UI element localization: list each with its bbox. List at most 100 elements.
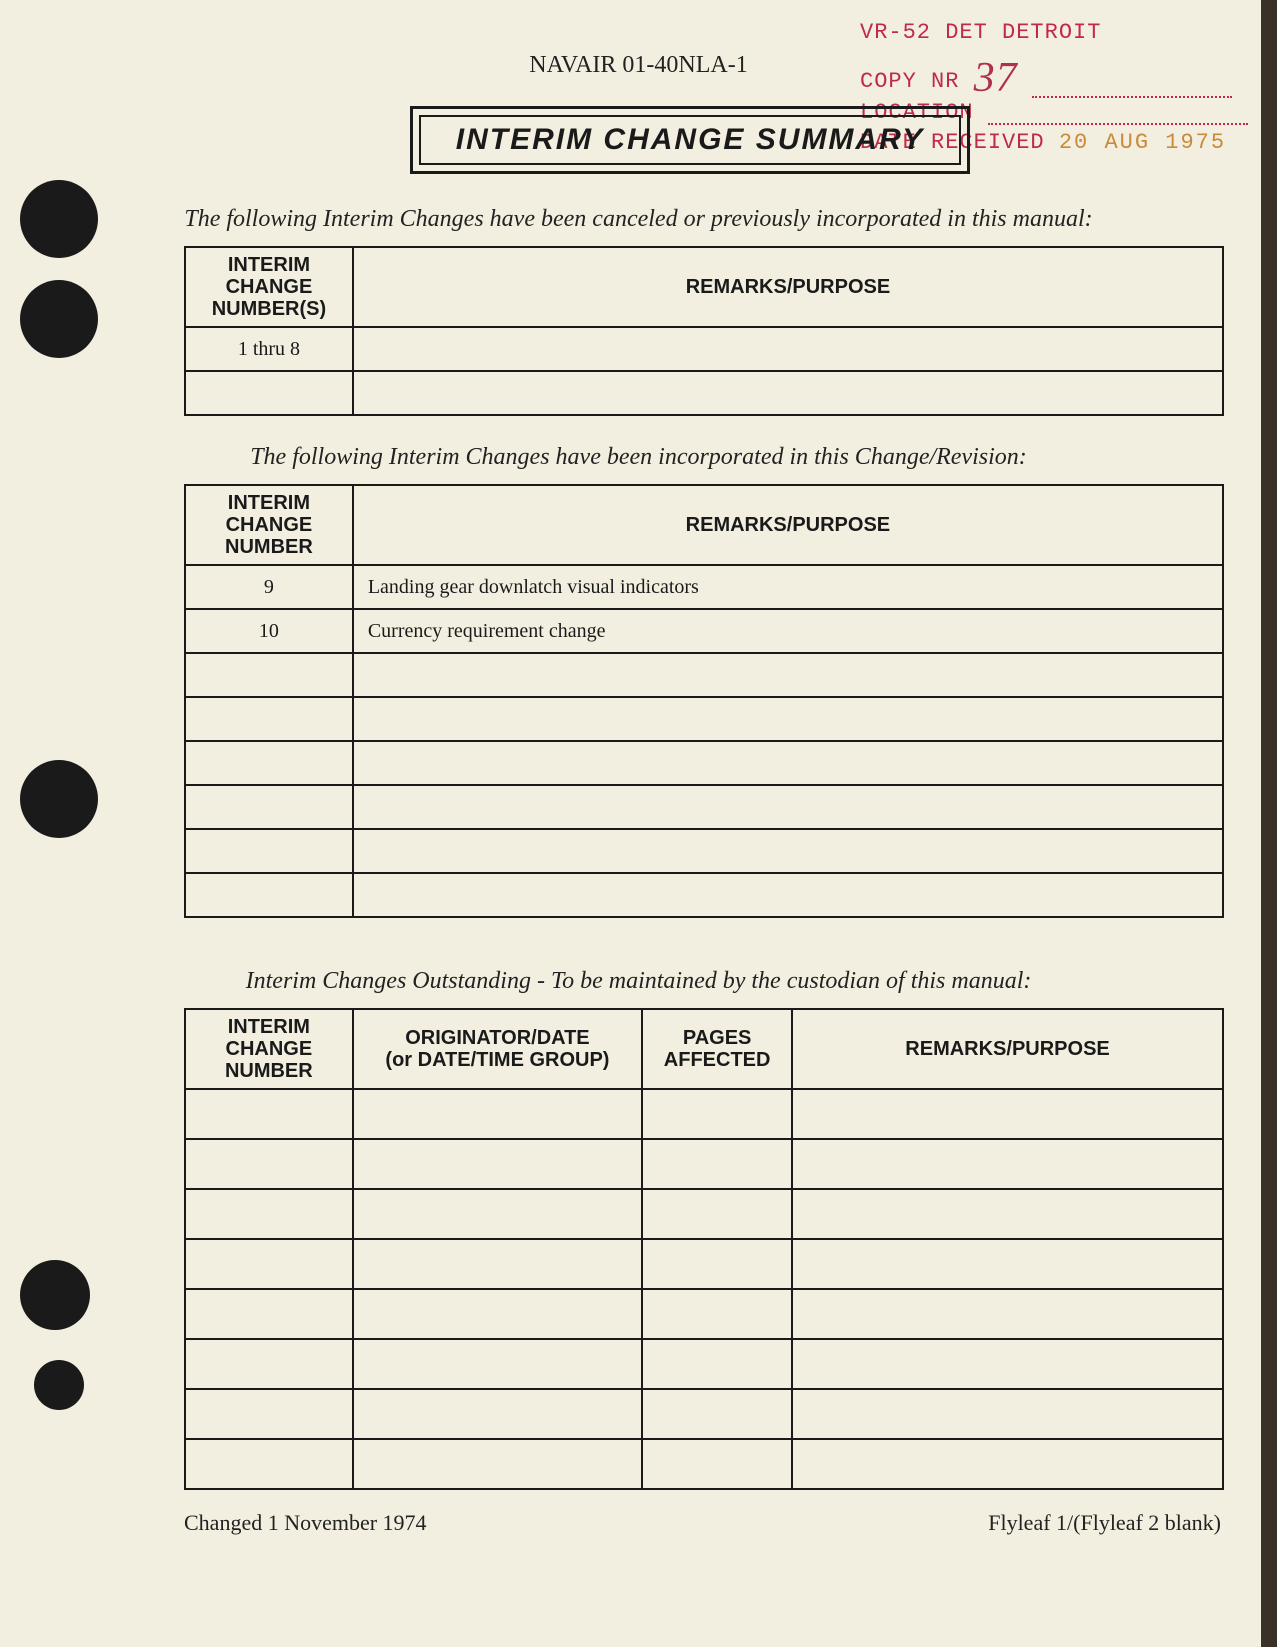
cell-remarks: Currency requirement change: [353, 609, 1223, 653]
table-row: [185, 371, 1223, 415]
cell: [353, 1389, 643, 1439]
cell: [642, 1139, 792, 1189]
col-header-number: INTERIMCHANGENUMBER(S): [185, 247, 353, 327]
table-row: [185, 653, 1223, 697]
page-title: INTERIM CHANGE SUMMARY: [456, 123, 924, 156]
title-box-inner: INTERIM CHANGE SUMMARY: [419, 115, 961, 165]
table-row: [185, 873, 1223, 917]
cell: [642, 1439, 792, 1489]
table-row: [185, 1189, 1223, 1239]
cell-number: [185, 653, 353, 697]
cell: [792, 1089, 1223, 1139]
cell: [792, 1339, 1223, 1389]
table-row: [185, 741, 1223, 785]
cell: [792, 1389, 1223, 1439]
table-outstanding: INTERIMCHANGENUMBER ORIGINATOR/DATE(or D…: [184, 1008, 1224, 1490]
table-row: [185, 829, 1223, 873]
table-row: 10Currency requirement change: [185, 609, 1223, 653]
cell-number: 9: [185, 565, 353, 609]
stamp-unit: VR-52 DET DETROIT: [860, 20, 1101, 45]
col-header-remarks: REMARKS/PURPOSE: [353, 485, 1223, 565]
table-row: [185, 785, 1223, 829]
cell: [353, 1289, 643, 1339]
cell: [353, 1139, 643, 1189]
cell: [353, 1189, 643, 1239]
scan-edge: [1261, 0, 1277, 1647]
cell: [642, 1089, 792, 1139]
stamp-dotline: [1032, 84, 1232, 98]
cell-number: [185, 371, 353, 415]
table-row: [185, 1239, 1223, 1289]
cell: [792, 1439, 1223, 1489]
cell: [353, 1339, 643, 1389]
col-header-pages: PAGESAFFECTED: [642, 1009, 792, 1089]
stamp-date-value: 20 AUG 1975: [1059, 130, 1226, 155]
cell: [792, 1139, 1223, 1189]
table-header-row: INTERIMCHANGENUMBER ORIGINATOR/DATE(or D…: [185, 1009, 1223, 1089]
table-canceled: INTERIMCHANGENUMBER(S) REMARKS/PURPOSE 1…: [184, 246, 1224, 416]
table-row: 1 thru 8: [185, 327, 1223, 371]
table-header-row: INTERIMCHANGENUMBER(S) REMARKS/PURPOSE: [185, 247, 1223, 327]
col-header-number: INTERIMCHANGENUMBER: [185, 1009, 353, 1089]
cell: [353, 1239, 643, 1289]
punch-hole: [20, 760, 98, 838]
cell-number: 10: [185, 609, 353, 653]
cell-remarks: [353, 697, 1223, 741]
cell-number: 1 thru 8: [185, 327, 353, 371]
cell: [185, 1439, 353, 1489]
cell-number: [185, 741, 353, 785]
cell-remarks: [353, 327, 1223, 371]
punch-hole: [34, 1360, 84, 1410]
table-row: [185, 1089, 1223, 1139]
col-header-number: INTERIMCHANGENUMBER: [185, 485, 353, 565]
footer-page-ref: Flyleaf 1/(Flyleaf 2 blank): [988, 1510, 1221, 1536]
table-incorporated: INTERIMCHANGENUMBER REMARKS/PURPOSE 9Lan…: [184, 484, 1224, 918]
cell-remarks: [353, 829, 1223, 873]
cell-number: [185, 785, 353, 829]
cell-remarks: [353, 653, 1223, 697]
cell: [792, 1239, 1223, 1289]
cell: [185, 1289, 353, 1339]
cell-remarks: [353, 785, 1223, 829]
cell: [642, 1239, 792, 1289]
cell-remarks: [353, 873, 1223, 917]
table-row: [185, 1439, 1223, 1489]
cell: [353, 1089, 643, 1139]
title-box: INTERIM CHANGE SUMMARY: [410, 106, 970, 174]
caption-incorporated: The following Interim Changes have been …: [0, 444, 1277, 471]
table-row: [185, 1139, 1223, 1189]
document-number: NAVAIR 01-40NLA-1: [0, 52, 1277, 79]
cell: [185, 1139, 353, 1189]
table-header-row: INTERIMCHANGENUMBER REMARKS/PURPOSE: [185, 485, 1223, 565]
col-header-originator: ORIGINATOR/DATE(or DATE/TIME GROUP): [353, 1009, 643, 1089]
col-header-remarks: REMARKS/PURPOSE: [792, 1009, 1223, 1089]
cell-number: [185, 697, 353, 741]
cell: [185, 1389, 353, 1439]
page: VR-52 DET DETROIT COPY NR 37 LOCATION DA…: [0, 0, 1277, 1647]
cell: [185, 1339, 353, 1389]
cell-remarks: [353, 371, 1223, 415]
cell: [642, 1389, 792, 1439]
table-row: 9Landing gear downlatch visual indicator…: [185, 565, 1223, 609]
cell-number: [185, 873, 353, 917]
table-row: [185, 1289, 1223, 1339]
cell: [642, 1339, 792, 1389]
cell: [185, 1239, 353, 1289]
table-row: [185, 697, 1223, 741]
table-row: [185, 1339, 1223, 1389]
caption-canceled: The following Interim Changes have been …: [0, 206, 1277, 233]
cell: [353, 1439, 643, 1489]
table-row: [185, 1389, 1223, 1439]
col-header-remarks: REMARKS/PURPOSE: [353, 247, 1223, 327]
cell-number: [185, 829, 353, 873]
cell: [185, 1089, 353, 1139]
cell: [792, 1289, 1223, 1339]
cell-remarks: Landing gear downlatch visual indicators: [353, 565, 1223, 609]
stamp-dotline: [988, 111, 1248, 125]
cell: [642, 1189, 792, 1239]
footer-change-date: Changed 1 November 1974: [184, 1510, 427, 1536]
cell: [642, 1289, 792, 1339]
cell: [792, 1189, 1223, 1239]
cell: [185, 1189, 353, 1239]
punch-hole: [20, 280, 98, 358]
